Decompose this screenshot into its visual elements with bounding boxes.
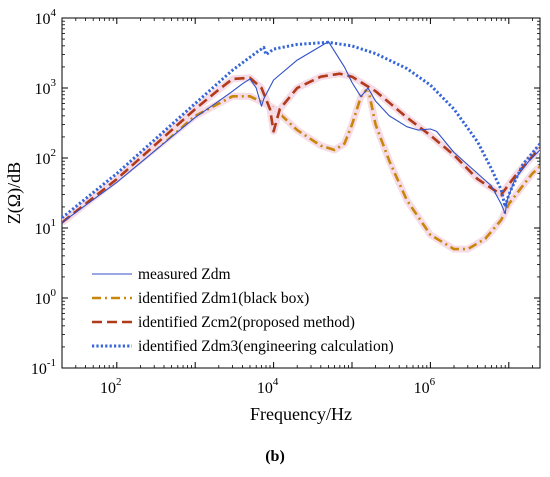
legend: measured Zdm identified Zdm1(black box) id… — [92, 266, 394, 355]
x-tick-label: 104 — [257, 376, 279, 397]
series-halo — [62, 70, 540, 226]
legend-label-1: identified Zdm1(black box) — [138, 290, 309, 307]
y-tick-label: 10-1 — [31, 357, 56, 378]
legend-label-3: identified Zdm3(engineering calculation) — [138, 338, 394, 355]
x-tick-label: 102 — [100, 376, 122, 397]
x-tick-label: 106 — [414, 376, 436, 397]
series-line-2 — [62, 72, 540, 224]
x-axis-title: Frequency/Hz — [250, 404, 352, 424]
y-tick-label: 103 — [35, 77, 57, 98]
legend-label-0: measured Zdm — [138, 266, 231, 283]
series-line-0 — [62, 41, 540, 223]
series-layer — [62, 40, 540, 253]
y-tick-label: 102 — [35, 147, 57, 168]
y-axis-title: Z(Ω)/dB — [4, 162, 25, 224]
y-tick-label: 104 — [35, 7, 57, 28]
panel-label: (b) — [265, 448, 285, 465]
y-tick-label: 101 — [35, 217, 57, 238]
legend-label-2: identified Zcm2(proposed method) — [138, 314, 355, 331]
axes-layer: 102 104 106 10-1 100 101 102 103 104 — [31, 7, 540, 397]
y-tick-label: 100 — [35, 287, 57, 308]
plot-frame — [61, 17, 541, 369]
